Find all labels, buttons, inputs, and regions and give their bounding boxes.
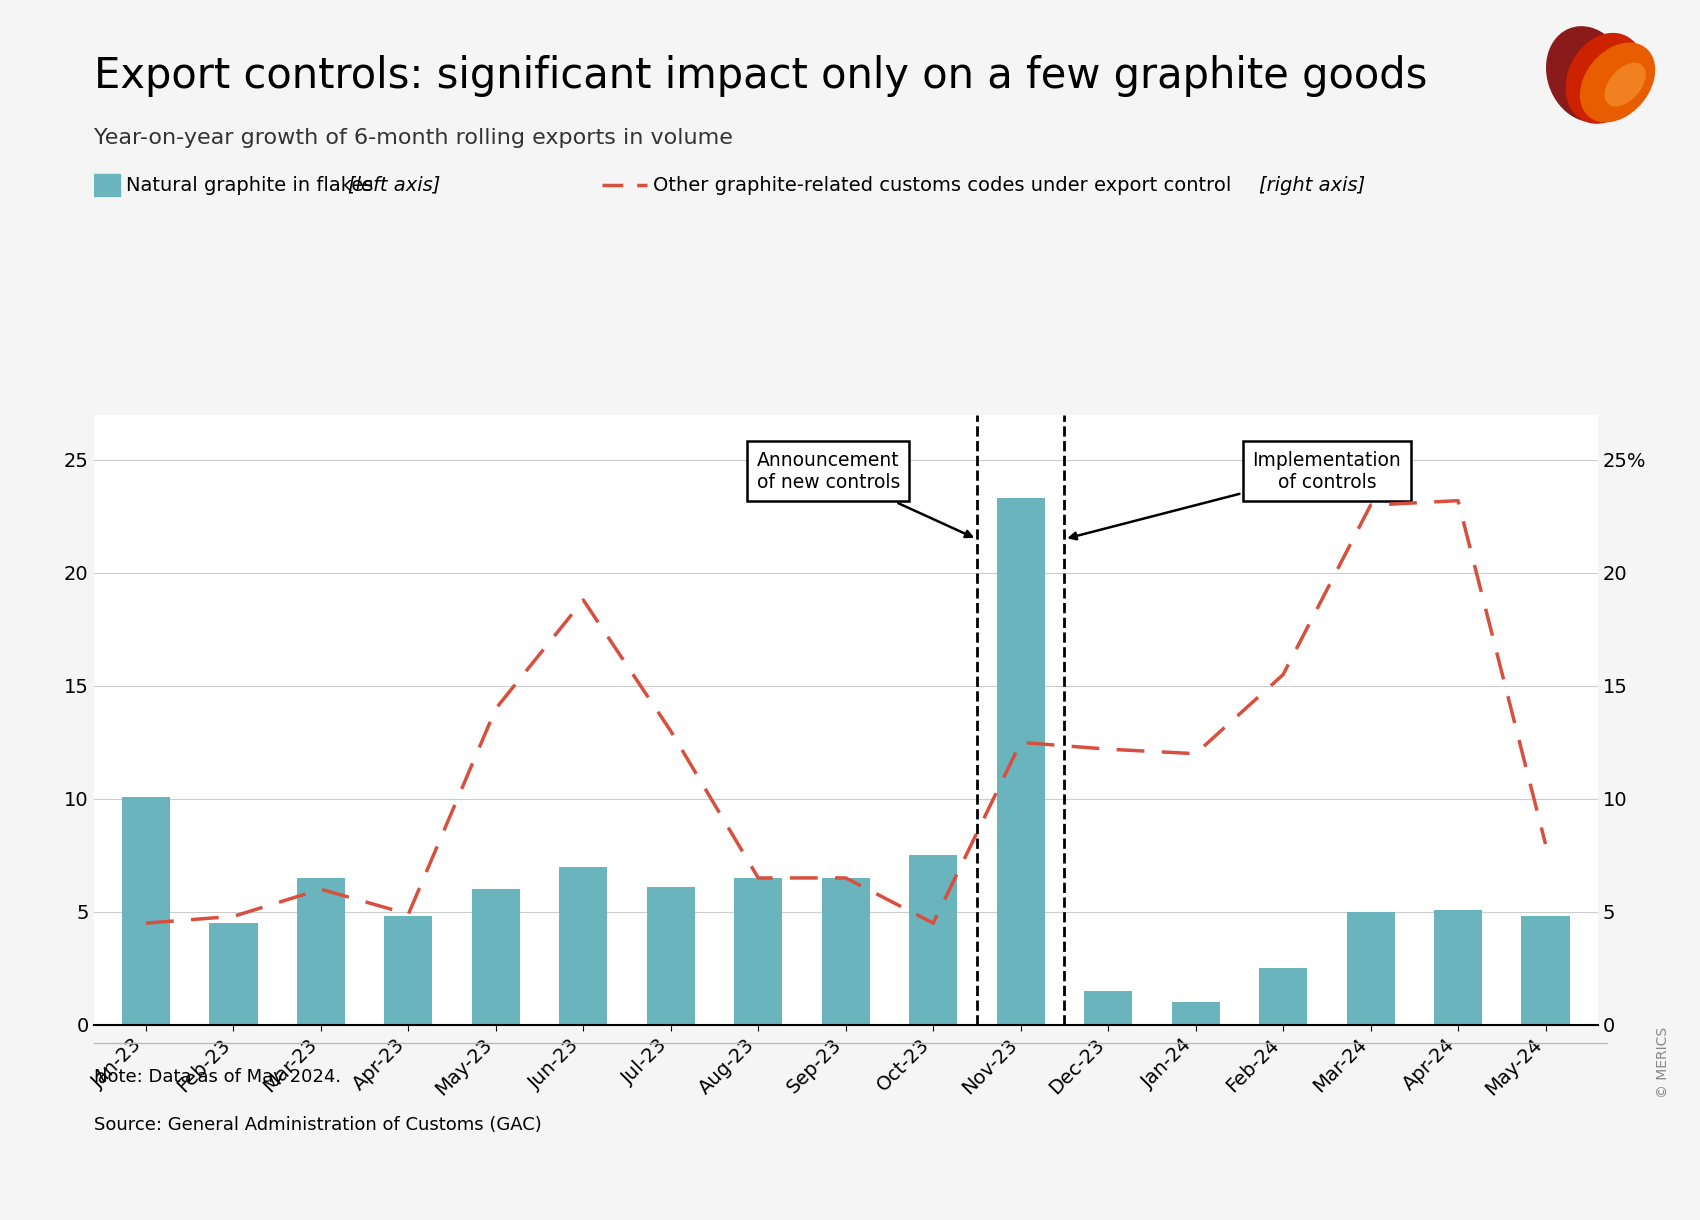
Bar [1085,991,1132,1025]
Bar [1260,969,1307,1025]
Bar [1522,916,1569,1025]
Text: Other graphite-related customs codes under export control: Other graphite-related customs codes und… [653,176,1238,195]
Bar [910,855,957,1025]
Ellipse shape [1566,34,1644,123]
Bar [1346,911,1394,1025]
Text: [left axis]: [left axis] [348,176,440,195]
Bar [384,916,432,1025]
Bar [821,878,870,1025]
Text: [right axis]: [right axis] [1260,176,1365,195]
Text: © MERICS: © MERICS [1656,1027,1669,1098]
Bar [646,887,695,1025]
Text: Announcement
of new controls: Announcement of new controls [756,450,972,537]
Bar [1435,910,1482,1025]
Bar [473,889,520,1025]
Ellipse shape [1581,43,1654,122]
Bar [122,797,170,1025]
Bar [734,878,782,1025]
Text: Implementation
of controls: Implementation of controls [1069,450,1401,539]
Bar [209,924,257,1025]
Bar [559,866,607,1025]
Text: Note: Data as of May 2024.: Note: Data as of May 2024. [94,1068,340,1086]
Ellipse shape [1547,27,1627,122]
Bar [94,174,121,196]
Bar [996,499,1046,1025]
Text: Export controls: significant impact only on a few graphite goods: Export controls: significant impact only… [94,55,1426,96]
Ellipse shape [1605,63,1646,106]
Text: Natural graphite in flakes: Natural graphite in flakes [126,176,381,195]
Bar [1171,1002,1219,1025]
Text: Source: General Administration of Customs (GAC): Source: General Administration of Custom… [94,1116,541,1135]
Text: Year-on-year growth of 6-month rolling exports in volume: Year-on-year growth of 6-month rolling e… [94,128,733,148]
Bar [298,878,345,1025]
